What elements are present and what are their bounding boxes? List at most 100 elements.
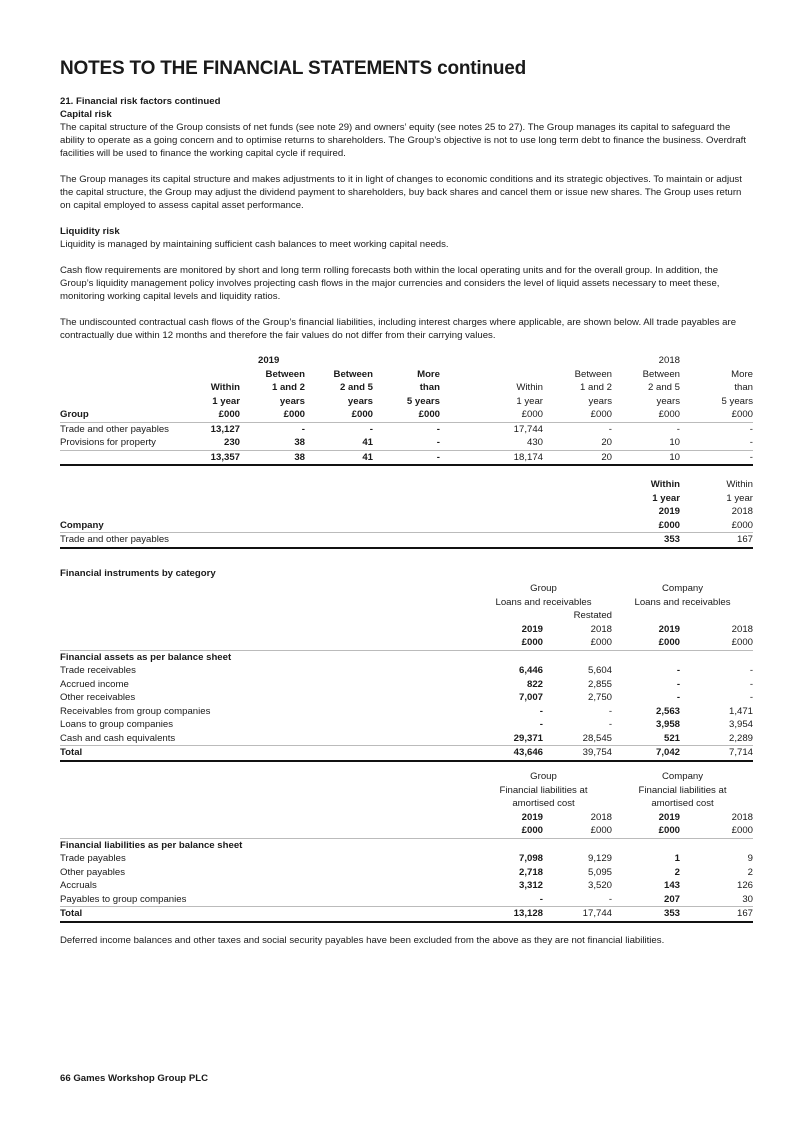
table-cell: £000 (680, 518, 753, 533)
table-row: Accrued income 822 2,855 - - (60, 678, 753, 692)
header-row: Group £000 £000 £000 £000 £000 £000 £000 £000 (60, 408, 753, 423)
table-cell: £000 (543, 636, 613, 651)
table-cell: - (680, 449, 753, 466)
table-cell: £000 (440, 408, 543, 423)
table-cell: £000 (475, 824, 543, 839)
table-cell: - (436, 437, 440, 448)
table-cell: 3,312 (518, 880, 543, 891)
table-cell: 2018 (731, 811, 754, 823)
table-cell (60, 784, 475, 798)
table-cell: Within (726, 479, 753, 490)
table-cell (60, 824, 475, 839)
table-cell: 2 (747, 866, 754, 878)
table-row: Loans to group companies - - 3,958 3,954 (60, 718, 753, 732)
table-cell: £000 (373, 408, 440, 423)
table-cell: - (676, 692, 681, 703)
table-cell: 28,545 (582, 732, 613, 744)
table-cell: Other receivables (60, 692, 136, 703)
table-cell: 2018 (658, 355, 680, 366)
fin-instruments-heading: Financial instruments by category (60, 568, 216, 579)
table-cell: 38 (294, 437, 305, 448)
table-row: Receivables from group companies - - 2,563 1… (60, 705, 753, 719)
table-cell: - (749, 423, 753, 435)
table-cell (440, 354, 543, 368)
table-cell: - (373, 449, 440, 466)
table-cell: - (301, 423, 305, 435)
header-row: 1 year 1 year (60, 492, 753, 506)
table-cell: 2,855 (588, 678, 613, 690)
table-cell: years (279, 395, 305, 407)
table-cell: Group (530, 771, 557, 782)
table-cell: 2,750 (588, 692, 613, 703)
table-cell: Trade and other payables (60, 532, 612, 549)
table-cell (60, 623, 475, 637)
table-cell: Total (60, 906, 475, 923)
table-cell: amortised cost (651, 798, 714, 809)
table-cell: Trade and other payables (60, 423, 169, 435)
header-row: 2019 2018 (60, 505, 753, 519)
table-cell (60, 354, 180, 368)
table-cell: Between (333, 368, 373, 380)
table-cell: £000 (305, 408, 373, 423)
table-cell: Restated (573, 610, 613, 621)
table-cell: 1 year (516, 395, 543, 407)
table-cell: - (369, 423, 373, 435)
table-cell: 20 (543, 449, 612, 466)
table-cell: 2019 (521, 623, 543, 635)
table-cell: 230 (223, 437, 240, 448)
table-cell (60, 596, 475, 610)
table-cell: 521 (664, 732, 681, 744)
table-cell: 2018 (590, 623, 613, 635)
table-cell: £000 (543, 824, 613, 839)
table-cell: - (749, 665, 754, 676)
table-cell: 5 years (721, 395, 753, 407)
table-cell (180, 368, 240, 382)
table-cell (373, 354, 440, 368)
table-cell: Accruals (60, 880, 97, 891)
table-row: Trade receivables 6,446 5,604 - - (60, 664, 753, 678)
table-cell: Between (642, 368, 680, 380)
table-cell: Loans and receivables (495, 596, 592, 608)
section-row: Financial liabilities as per balance she… (60, 838, 753, 852)
table-cell: 2019 (521, 811, 543, 823)
table-cell (612, 609, 680, 623)
table-cell: - (608, 893, 613, 905)
table-cell (680, 354, 753, 368)
table-cell: Company (661, 771, 704, 782)
table-cell: 13,357 (180, 449, 240, 466)
table-cell: Company (661, 583, 704, 594)
table-cell: 430 (526, 437, 543, 448)
table-cell: 18,174 (440, 449, 543, 466)
header-row: Loans and receivables Loans and receivabl… (60, 596, 753, 610)
table-cell: 353 (612, 532, 680, 549)
table-cell: Financial liabilities at (638, 784, 727, 796)
table-row: Payables to group companies - - 207 30 (60, 893, 753, 907)
table-cell: 7,007 (518, 692, 543, 703)
table-cell: Other payables (60, 866, 126, 878)
table-cell: years (656, 395, 680, 407)
table-cell: - (539, 705, 543, 717)
table-cell: 1 year (652, 492, 680, 504)
table-cell: - (608, 423, 612, 435)
header-row: Restated (60, 609, 753, 623)
table-cell: - (608, 719, 613, 730)
table-cell (475, 609, 543, 623)
table-cell: Between (574, 368, 612, 380)
total-row: 13,357 38 41-18,174 20 10- (60, 449, 753, 466)
table-row: Accruals 3,312 3,520 143 126 (60, 879, 753, 893)
table-cell: 1 year (726, 492, 753, 504)
table-cell: £000 (680, 408, 753, 423)
table-cell: More (731, 368, 753, 380)
table-cell (60, 449, 180, 466)
table-cell (440, 368, 543, 382)
table-cell: 2019 (658, 506, 680, 517)
header-row: 2019 2018 2019 2018 (60, 623, 753, 637)
table-cell: 10 (669, 437, 680, 448)
group-cashflow-table: 2019 2018 Between Between More Between Between… (60, 354, 753, 466)
table-cell: than (419, 382, 440, 393)
table-cell (60, 505, 612, 519)
table-cell: 2,289 (729, 732, 754, 744)
table-cell: Payables to group companies (60, 893, 187, 905)
table-cell: Trade payables (60, 853, 126, 864)
table-cell: 1 and 2 (579, 382, 612, 393)
